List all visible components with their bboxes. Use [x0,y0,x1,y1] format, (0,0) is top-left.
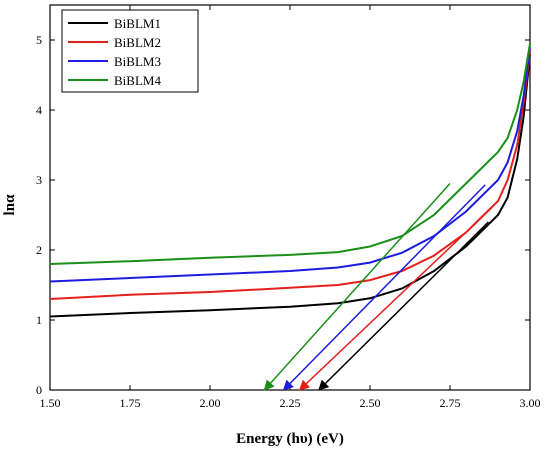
y-tick-label: 1 [36,313,42,327]
extrapolation-arrow-BiBLM4 [263,182,451,391]
extrapolation-arrow-BiBLM3 [282,184,486,391]
legend-label: BiBLM1 [114,16,161,31]
x-tick-label: 2.50 [360,396,381,410]
x-axis-title: Energy (hυ) (eV) [236,431,344,447]
legend: BiBLM1 BiBLM2 BiBLM3 BiBLM4 [61,9,199,93]
y-tick-label: 0 [36,383,42,397]
y-tick-label: 3 [36,173,42,187]
series-line-BiBLM3 [49,46,531,283]
series-line-BiBLM2 [49,50,531,300]
legend-label: BiBLM4 [114,73,161,88]
x-tick-label: 1.75 [120,396,141,410]
legend-label: BiBLM2 [114,35,161,50]
x-tick-label: 3.00 [520,396,541,410]
extrapolation-arrow-BiBLM1 [318,221,489,391]
x-tick-label: 2.25 [280,396,301,410]
extrapolation-arrow-BiBLM2 [298,207,493,391]
y-tick-label: 4 [36,103,42,117]
y-tick-label: 2 [36,243,42,257]
legend-label: BiBLM3 [114,54,161,69]
x-tick-label: 2.75 [440,396,461,410]
series-line-BiBLM4 [49,43,531,265]
series-layer [49,43,531,391]
x-tick-label: 2.00 [200,396,221,410]
x-tick-label: 1.50 [40,396,61,410]
series-line-BiBLM1 [49,53,531,318]
y-tick-label: 5 [36,33,42,47]
y-axis-title: lnα [2,194,18,216]
